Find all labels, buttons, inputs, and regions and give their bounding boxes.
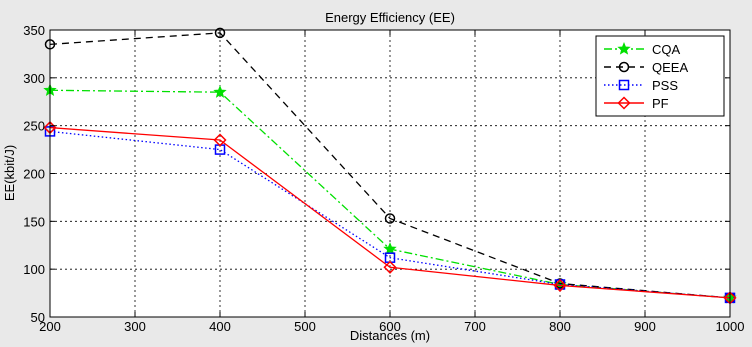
data-point-pf [553, 278, 567, 292]
series-layer [43, 27, 737, 305]
x-tick-label: 900 [634, 319, 656, 334]
legend-entry-cqa: CQA [604, 41, 681, 57]
chart-title: Energy Efficiency (EE) [325, 10, 455, 25]
y-tick-label: 150 [23, 214, 45, 229]
data-point-pf [383, 260, 397, 274]
legend-entry-pss: PSS [604, 78, 678, 93]
x-tick-label: 400 [209, 319, 231, 334]
legend-marker-pf [617, 96, 631, 110]
x-tick-label: 500 [294, 319, 316, 334]
y-tick-label: 200 [23, 167, 45, 182]
data-point-pf [213, 133, 227, 147]
legend: CQA QEEA PSS PF [595, 35, 725, 117]
legend-label-qeea: QEEA [652, 60, 688, 75]
legend-label-pf: PF [652, 96, 669, 111]
y-tick-label: 50 [31, 310, 45, 325]
data-point-cqa [213, 85, 227, 98]
legend-marker-qeea [618, 61, 630, 73]
x-tick-label: 1000 [716, 319, 745, 334]
x-axis-label: Distances (m) [350, 328, 430, 343]
series-line-pf [49, 126, 731, 299]
x-tick-label: 800 [549, 319, 571, 334]
legend-marker-pss [618, 79, 630, 91]
legend-entry-pf: PF [604, 96, 669, 111]
y-axis-label: EE(kbit/J) [2, 145, 17, 201]
data-point-qeea [214, 27, 226, 39]
legend-entry-qeea: QEEA [604, 60, 688, 75]
data-point-cqa [383, 242, 397, 255]
x-tick-label: 200 [39, 319, 61, 334]
y-tick-label: 300 [23, 71, 45, 86]
legend-label-cqa: CQA [652, 42, 681, 57]
legend-marker-cqa [617, 41, 631, 55]
y-tick-label: 250 [23, 119, 45, 134]
x-tick-label: 600 [379, 319, 401, 334]
x-tick-label: 700 [464, 319, 486, 334]
data-point-qeea [384, 213, 396, 224]
y-tick-label: 350 [23, 23, 45, 38]
y-tick-label: 100 [23, 262, 45, 277]
x-tick-label: 300 [124, 319, 146, 334]
legend-label-pss: PSS [652, 78, 678, 93]
tick-layer: 200 300 400 500 600 700 800 900 1000 50 100 150 200 2… [23, 23, 744, 334]
